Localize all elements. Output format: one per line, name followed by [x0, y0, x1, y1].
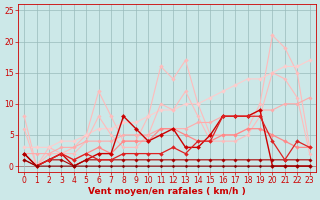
X-axis label: Vent moyen/en rafales ( km/h ): Vent moyen/en rafales ( km/h )	[88, 187, 246, 196]
